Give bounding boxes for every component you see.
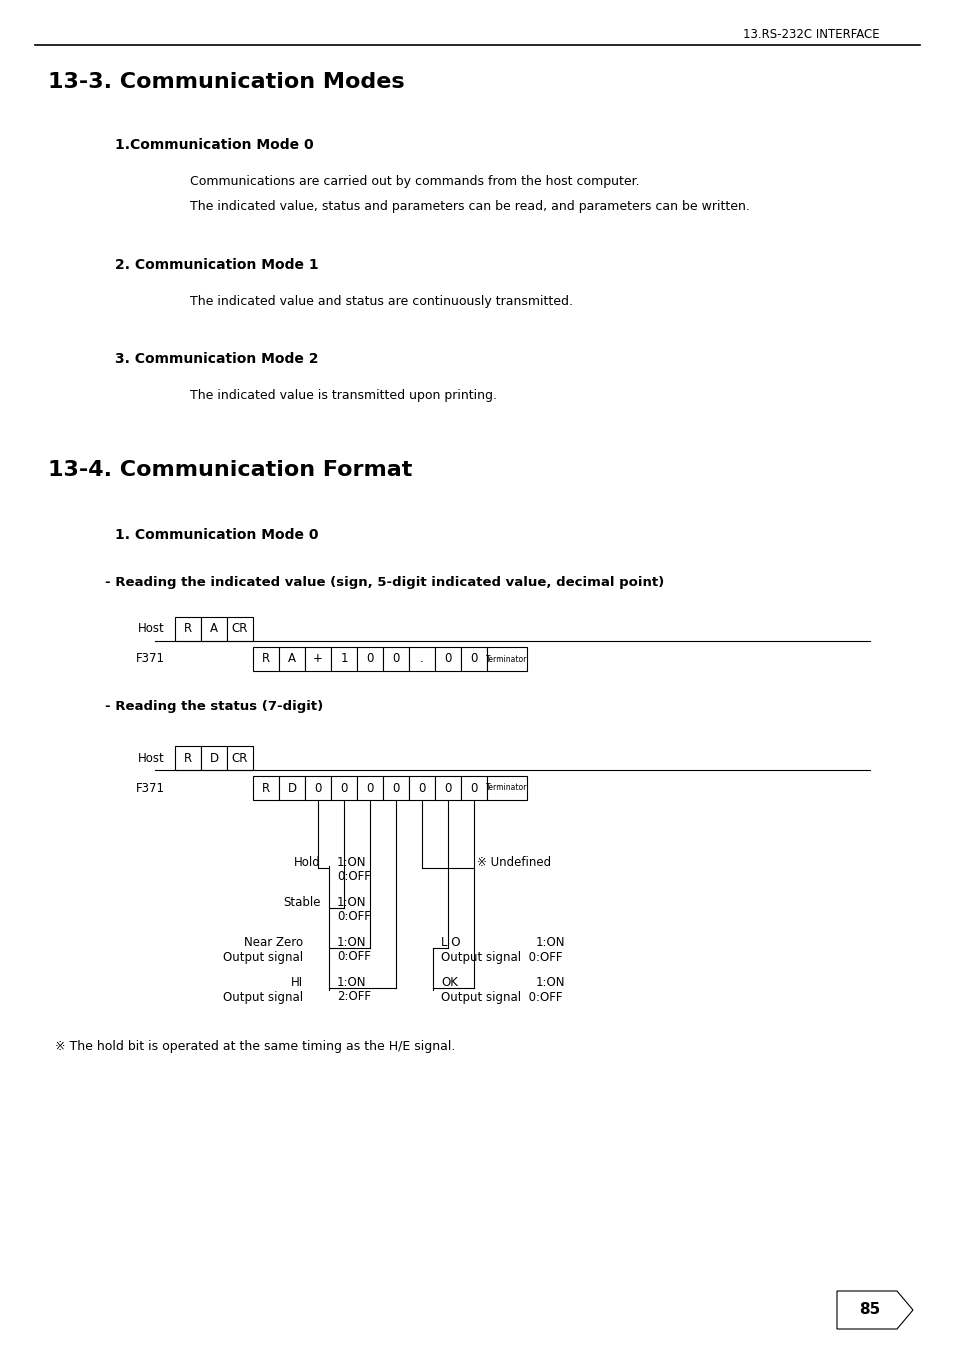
Bar [305, 775, 331, 800]
Text: HI: HI [291, 975, 303, 989]
Bar [227, 746, 253, 770]
Text: Host: Host [138, 751, 165, 765]
Text: Output signal: Output signal [223, 990, 303, 1004]
Text: - Reading the status (7-digit): - Reading the status (7-digit) [105, 700, 323, 713]
Text: 1:ON: 1:ON [536, 975, 565, 989]
Text: 0:OFF: 0:OFF [336, 911, 371, 924]
Text: F371: F371 [136, 781, 165, 794]
Text: 0: 0 [392, 781, 399, 794]
Bar [331, 775, 356, 800]
Bar [278, 775, 305, 800]
Bar [201, 617, 227, 640]
Text: D: D [210, 751, 218, 765]
Text: CR: CR [232, 623, 248, 635]
Text: R: R [262, 653, 270, 666]
Text: 1: 1 [340, 653, 348, 666]
Text: 13-4. Communication Format: 13-4. Communication Format [48, 459, 412, 480]
Text: A: A [210, 623, 218, 635]
Bar [305, 647, 331, 671]
Text: R: R [262, 781, 270, 794]
Bar [460, 775, 486, 800]
Text: Output signal: Output signal [223, 951, 303, 963]
Text: 0:OFF: 0:OFF [336, 951, 371, 963]
Text: Near Zero: Near Zero [244, 935, 303, 948]
Polygon shape [836, 1292, 912, 1329]
Text: 1.Communication Mode 0: 1.Communication Mode 0 [115, 138, 314, 153]
Text: Output signal  0:OFF: Output signal 0:OFF [440, 990, 562, 1004]
Text: 13.RS-232C INTERFACE: 13.RS-232C INTERFACE [742, 28, 879, 41]
Text: 13-3. Communication Modes: 13-3. Communication Modes [48, 72, 404, 92]
Text: 85: 85 [859, 1302, 880, 1317]
Text: A: A [288, 653, 295, 666]
Text: 1:ON: 1:ON [336, 855, 366, 869]
Text: D: D [287, 781, 296, 794]
Text: 0: 0 [444, 781, 451, 794]
Bar [382, 647, 409, 671]
Text: 1. Communication Mode 0: 1. Communication Mode 0 [115, 528, 318, 542]
Text: 0: 0 [366, 653, 374, 666]
Bar [435, 647, 460, 671]
Text: Communications are carried out by commands from the host computer.: Communications are carried out by comman… [190, 176, 639, 188]
Text: 1:ON: 1:ON [336, 975, 366, 989]
Text: 2. Communication Mode 1: 2. Communication Mode 1 [115, 258, 318, 272]
Bar [409, 775, 435, 800]
Text: Stable: Stable [283, 896, 320, 908]
Text: .: . [419, 653, 423, 666]
Text: 0: 0 [392, 653, 399, 666]
Bar [356, 647, 382, 671]
Text: Terminator: Terminator [486, 784, 527, 793]
Text: Output signal  0:OFF: Output signal 0:OFF [440, 951, 562, 963]
Bar [278, 647, 305, 671]
Text: 2:OFF: 2:OFF [336, 990, 371, 1004]
Bar [356, 775, 382, 800]
Text: L O: L O [440, 935, 460, 948]
Text: 1:ON: 1:ON [336, 896, 366, 908]
Bar [174, 617, 201, 640]
Bar [253, 647, 278, 671]
Bar [331, 647, 356, 671]
Bar [201, 746, 227, 770]
Text: 1:ON: 1:ON [336, 935, 366, 948]
Bar [435, 775, 460, 800]
Bar [253, 775, 278, 800]
Text: 0:OFF: 0:OFF [336, 870, 371, 884]
Text: CR: CR [232, 751, 248, 765]
Bar [460, 647, 486, 671]
Bar [382, 775, 409, 800]
Text: ※ Undefined: ※ Undefined [476, 857, 551, 870]
Text: The indicated value and status are continuously transmitted.: The indicated value and status are conti… [190, 295, 573, 308]
Text: OK: OK [440, 975, 457, 989]
Text: F371: F371 [136, 653, 165, 666]
Text: 0: 0 [340, 781, 347, 794]
Text: - Reading the indicated value (sign, 5-digit indicated value, decimal point): - Reading the indicated value (sign, 5-d… [105, 576, 663, 589]
Bar [486, 647, 526, 671]
Bar [227, 617, 253, 640]
Text: Host: Host [138, 623, 165, 635]
Text: 3. Communication Mode 2: 3. Communication Mode 2 [115, 353, 318, 366]
Text: 0: 0 [417, 781, 425, 794]
Text: 0: 0 [366, 781, 374, 794]
Text: Terminator: Terminator [486, 654, 527, 663]
Text: 0: 0 [470, 781, 477, 794]
Text: R: R [184, 751, 192, 765]
Text: 0: 0 [470, 653, 477, 666]
Text: The indicated value, status and parameters can be read, and parameters can be wr: The indicated value, status and paramete… [190, 200, 749, 213]
Text: Hold: Hold [294, 855, 320, 869]
Text: 0: 0 [314, 781, 321, 794]
Text: ※ The hold bit is operated at the same timing as the H/E signal.: ※ The hold bit is operated at the same t… [55, 1040, 455, 1052]
Text: R: R [184, 623, 192, 635]
Text: 0: 0 [444, 653, 451, 666]
Bar [486, 775, 526, 800]
Text: 1:ON: 1:ON [536, 935, 565, 948]
Text: +: + [313, 653, 323, 666]
Bar [409, 647, 435, 671]
Bar [174, 746, 201, 770]
Text: The indicated value is transmitted upon printing.: The indicated value is transmitted upon … [190, 389, 497, 403]
